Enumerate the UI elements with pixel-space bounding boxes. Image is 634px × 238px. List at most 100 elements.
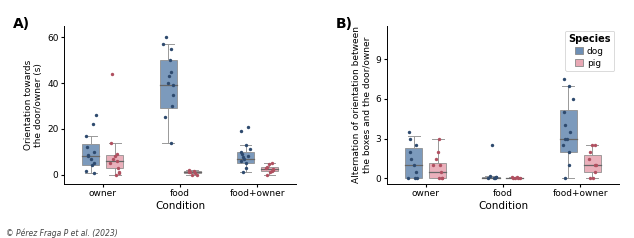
Point [89, 172, 99, 175]
FancyBboxPatch shape [107, 155, 123, 168]
Y-axis label: Alternation of orientation between
the boxes and the door/owner: Alternation of orientation between the b… [352, 26, 372, 183]
Point [564, 150, 574, 154]
Point [184, 170, 194, 174]
Point [584, 157, 594, 160]
Point [192, 173, 202, 177]
Point [564, 84, 574, 88]
Point [168, 84, 178, 87]
Point [435, 163, 445, 167]
Point [411, 177, 422, 180]
Point [487, 144, 497, 147]
Point [560, 177, 571, 180]
Text: A): A) [13, 16, 30, 30]
Point [262, 173, 273, 177]
Point [164, 74, 174, 78]
FancyBboxPatch shape [482, 177, 500, 178]
Point [489, 177, 499, 180]
Point [168, 93, 178, 96]
Point [405, 150, 415, 154]
FancyBboxPatch shape [160, 60, 177, 108]
FancyBboxPatch shape [184, 171, 200, 174]
Point [491, 175, 501, 179]
Point [587, 144, 597, 147]
FancyBboxPatch shape [429, 163, 446, 178]
Point [405, 137, 415, 141]
FancyBboxPatch shape [405, 148, 422, 178]
Point [81, 134, 91, 138]
Point [87, 164, 98, 167]
Point [238, 170, 248, 174]
Point [507, 175, 517, 179]
Point [108, 157, 119, 160]
Point [491, 175, 501, 179]
Point [489, 177, 500, 180]
Point [566, 130, 576, 134]
Point [88, 161, 98, 165]
FancyBboxPatch shape [237, 152, 254, 163]
Point [242, 154, 252, 158]
Point [235, 159, 245, 163]
Point [512, 175, 522, 179]
Y-axis label: Orientation towards
the door/owner (s): Orientation towards the door/owner (s) [23, 60, 43, 150]
Point [268, 169, 278, 173]
Point [158, 42, 168, 46]
Point [165, 47, 176, 51]
Point [89, 150, 99, 154]
FancyBboxPatch shape [560, 109, 577, 152]
Point [406, 157, 416, 160]
Point [241, 143, 251, 147]
Point [262, 165, 272, 169]
Point [559, 144, 569, 147]
Point [160, 116, 171, 119]
Point [114, 172, 124, 175]
Text: © Pérez Fraga P et al. (2023): © Pérez Fraga P et al. (2023) [6, 228, 118, 238]
FancyBboxPatch shape [261, 167, 278, 171]
Point [433, 150, 443, 154]
Point [559, 77, 569, 81]
Point [483, 177, 493, 180]
Point [241, 166, 251, 170]
X-axis label: Condition: Condition [155, 201, 205, 211]
Point [82, 153, 93, 157]
Point [585, 150, 595, 154]
Point [434, 137, 444, 141]
Point [107, 141, 117, 144]
Point [107, 72, 117, 76]
Point [436, 170, 446, 174]
Point [410, 177, 420, 180]
Point [411, 144, 422, 147]
Point [83, 154, 93, 158]
Point [239, 157, 249, 160]
Point [408, 163, 418, 167]
Point [267, 161, 277, 165]
Point [81, 169, 91, 173]
Point [411, 170, 422, 174]
Point [513, 177, 523, 180]
Point [236, 152, 247, 156]
Point [403, 177, 413, 180]
Point [564, 163, 574, 167]
Point [264, 170, 275, 174]
Legend: dog, pig: dog, pig [565, 30, 614, 71]
Point [236, 129, 246, 133]
Point [184, 170, 195, 174]
Point [592, 163, 602, 167]
Point [404, 130, 414, 134]
Point [187, 173, 197, 177]
Point [162, 81, 172, 85]
Point [515, 177, 525, 180]
Point [427, 163, 437, 167]
Point [236, 150, 246, 154]
Point [189, 169, 199, 173]
Point [112, 152, 122, 156]
Point [585, 177, 595, 180]
Point [112, 159, 122, 163]
Point [486, 174, 496, 178]
Point [590, 163, 600, 167]
Point [566, 37, 576, 41]
Point [268, 167, 278, 171]
Text: B): B) [336, 16, 353, 30]
Point [111, 173, 121, 177]
Point [510, 177, 521, 180]
Point [183, 168, 193, 172]
